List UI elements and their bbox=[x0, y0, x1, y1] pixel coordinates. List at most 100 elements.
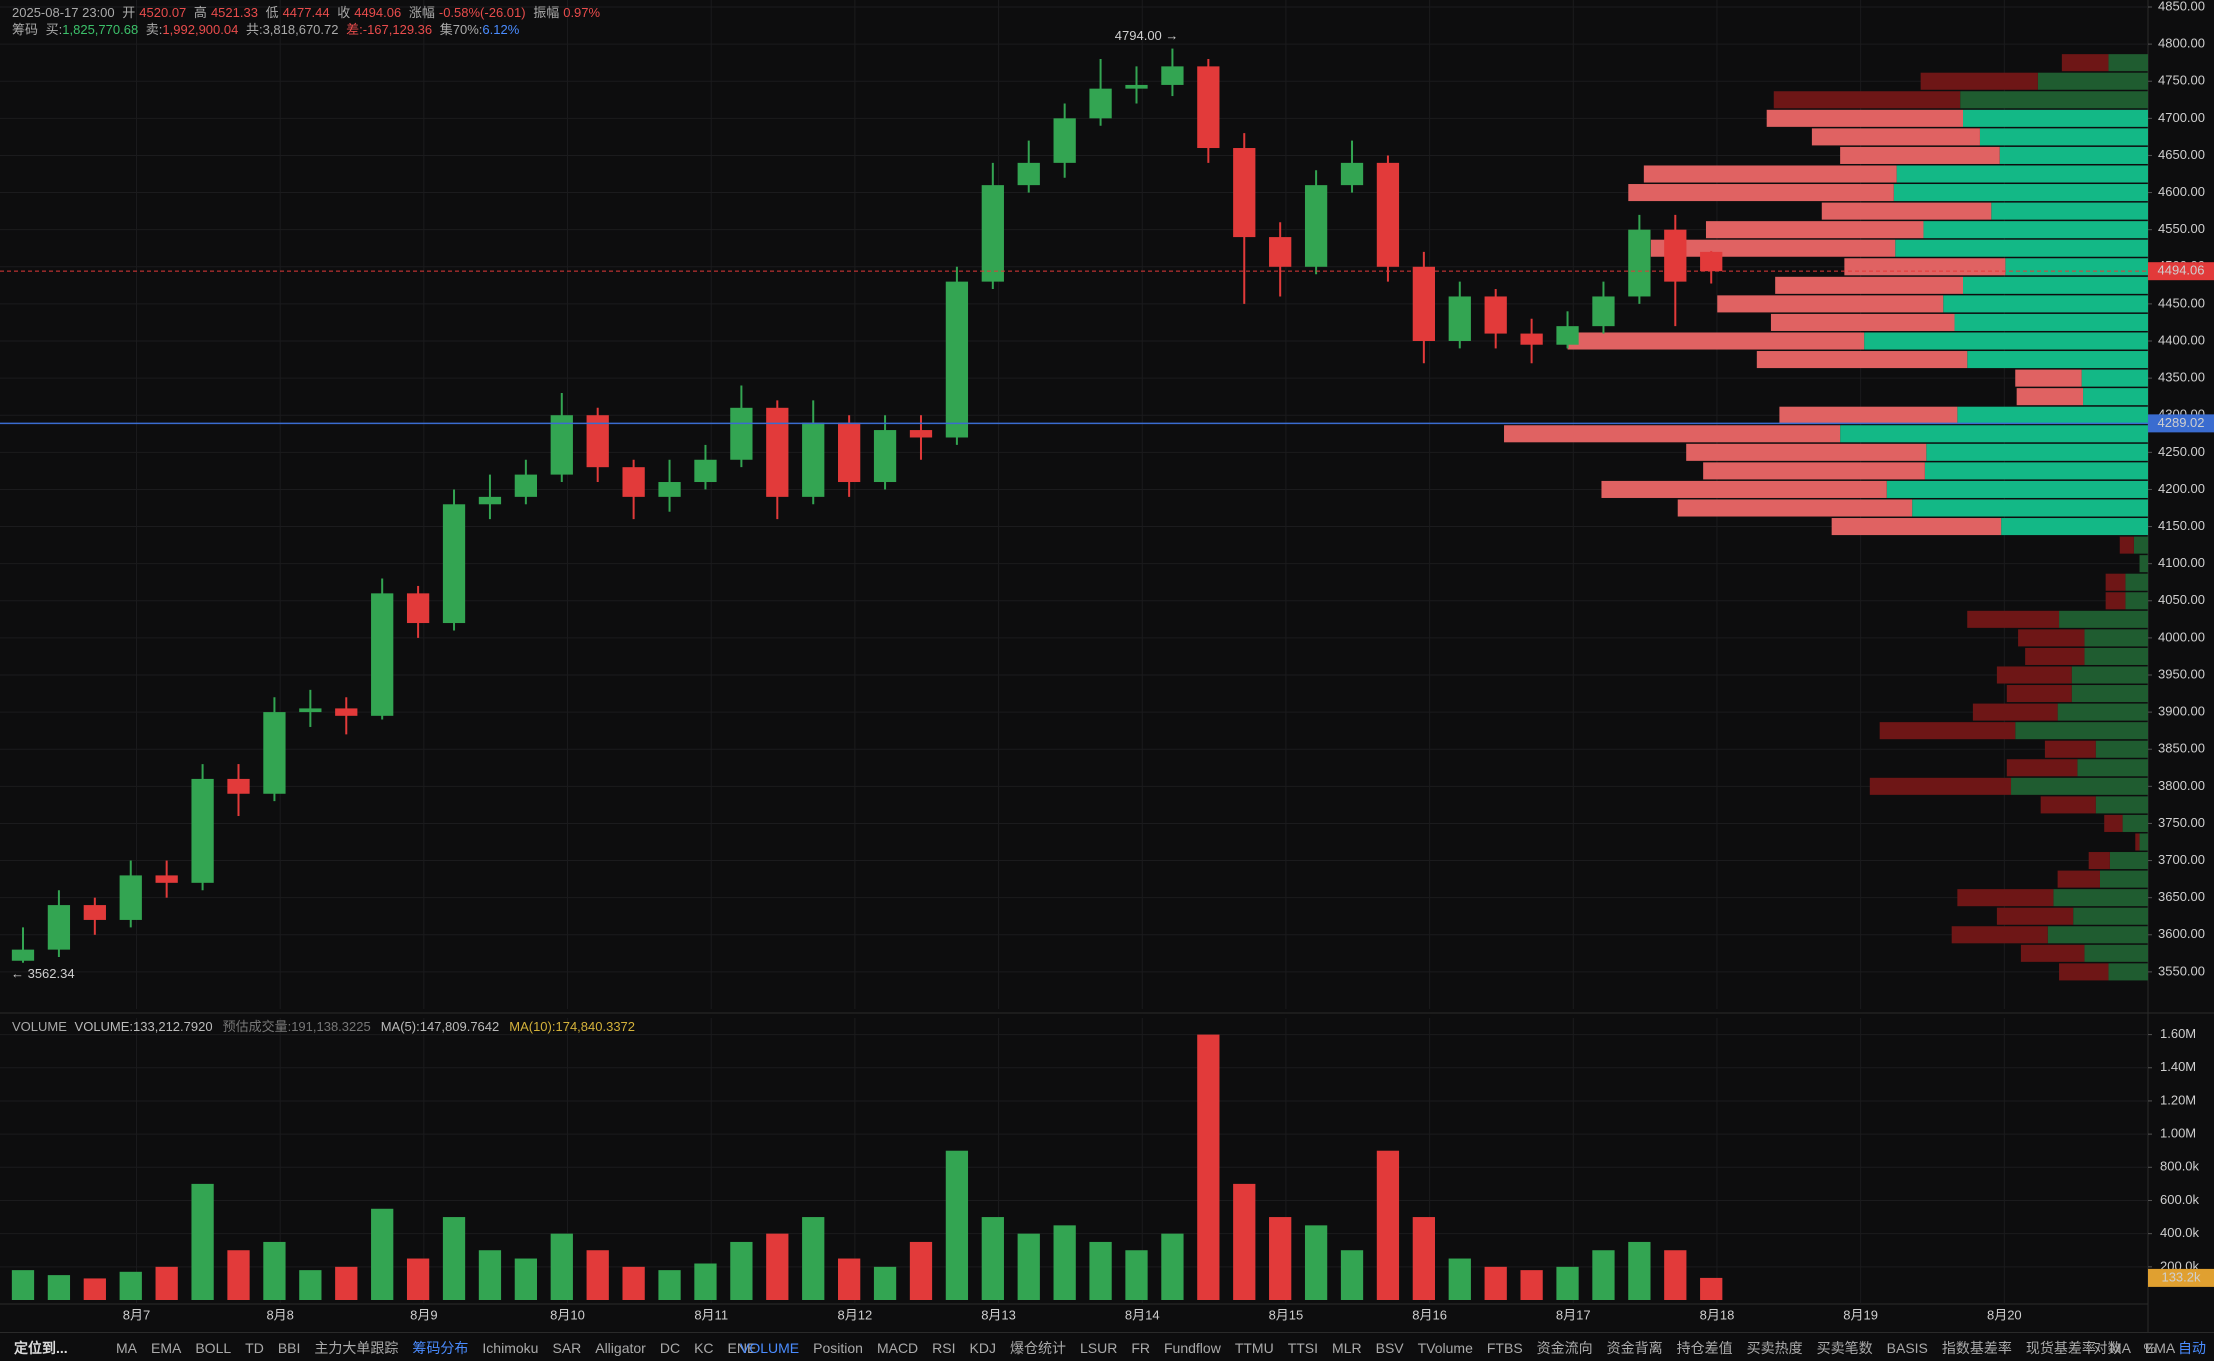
toolbar-item[interactable]: 资金流向 bbox=[1536, 1339, 1593, 1356]
profile-bar bbox=[1996, 666, 2072, 684]
profile-bar bbox=[1567, 332, 1865, 350]
volume-bar bbox=[945, 1150, 969, 1300]
profile-bar bbox=[2081, 369, 2148, 387]
volume-bar bbox=[335, 1266, 358, 1300]
volume-bar bbox=[47, 1275, 71, 1300]
profile-bar bbox=[1811, 128, 1980, 146]
toolbar-item[interactable]: MA bbox=[116, 1339, 137, 1356]
profile-bar bbox=[2119, 536, 2134, 554]
volume-bar bbox=[1592, 1250, 1615, 1300]
profile-bar bbox=[1840, 146, 2000, 164]
candle-body bbox=[838, 422, 861, 483]
profile-bar bbox=[1943, 295, 2148, 313]
profile-bar bbox=[2059, 610, 2148, 628]
toolbar-item[interactable]: BASIS bbox=[1886, 1339, 1928, 1356]
candle-body bbox=[802, 422, 825, 497]
locate-button[interactable]: 定位到... bbox=[14, 1339, 68, 1356]
toolbar-item[interactable]: EMA bbox=[151, 1339, 182, 1356]
candle-body bbox=[83, 905, 106, 920]
toolbar-item[interactable]: MLR bbox=[1332, 1339, 1362, 1356]
chips-value: 1,825,770.68 bbox=[62, 22, 139, 37]
toolbar-item[interactable]: EMA bbox=[2144, 1339, 2176, 1356]
chips-value: 1,992,900.04 bbox=[162, 22, 239, 37]
scale-options: 对数% 自动 bbox=[2094, 1333, 2206, 1361]
toolbar-item[interactable]: 主力大单跟踪 bbox=[314, 1339, 399, 1356]
profile-bar bbox=[2133, 536, 2148, 554]
toolbar-item[interactable]: Ichimoku bbox=[482, 1339, 539, 1356]
candle-body bbox=[873, 430, 897, 483]
profile-bar bbox=[1920, 72, 2038, 90]
volume-bar bbox=[766, 1233, 789, 1300]
profile-bar bbox=[2016, 388, 2084, 406]
volume-bar bbox=[1448, 1258, 1471, 1300]
y-tick-label: 3650.00 bbox=[2158, 889, 2205, 904]
candle-body bbox=[478, 496, 502, 505]
candle-body bbox=[119, 875, 142, 920]
toolbar-item[interactable]: 持仓差值 bbox=[1676, 1339, 1733, 1356]
volume-bar bbox=[1520, 1270, 1543, 1300]
toolbar-item[interactable]: KC bbox=[694, 1339, 714, 1356]
y-tick-label: 4000.00 bbox=[2158, 629, 2205, 644]
profile-bar bbox=[1773, 91, 1961, 109]
toolbar-item[interactable]: 对数 bbox=[2093, 1339, 2122, 1356]
toolbar-item[interactable]: BOLL bbox=[195, 1339, 232, 1356]
toolbar-item[interactable]: Position bbox=[813, 1339, 863, 1356]
price-tag bbox=[2148, 262, 2214, 281]
toolbar-item[interactable]: TVolume bbox=[1417, 1339, 1473, 1356]
volume-bar bbox=[694, 1263, 717, 1300]
candle-body bbox=[1161, 66, 1184, 85]
profile-bar bbox=[2105, 573, 2126, 591]
volume-bar bbox=[1053, 1225, 1076, 1300]
volume-bar bbox=[442, 1217, 466, 1300]
volume-bar bbox=[263, 1241, 286, 1300]
sub-indicators: VOLUME Position MACD RSI KDJ 爆仓统计 LSUR FR Fundfl… bbox=[740, 1333, 2175, 1361]
volume-bar bbox=[227, 1250, 250, 1300]
toolbar-item[interactable]: KDJ bbox=[969, 1339, 996, 1356]
y-tick-label: 3850.00 bbox=[2158, 741, 2205, 756]
toolbar-item[interactable]: DC bbox=[659, 1339, 681, 1356]
candle-body bbox=[550, 415, 573, 475]
volume-header-value: MA(10):174,840.3372 bbox=[509, 1019, 636, 1034]
profile-bar bbox=[2047, 926, 2148, 944]
toolbar-item[interactable]: 爆仓统计 bbox=[1009, 1339, 1066, 1356]
main-indicators: MA EMA BOLL TD BBI 主力大单跟踪 筹码分布 Ichimoku SAR Allig… bbox=[116, 1333, 756, 1361]
toolbar-item[interactable]: 资金背离 bbox=[1606, 1339, 1663, 1356]
toolbar-item[interactable]: 自动 bbox=[2178, 1339, 2206, 1356]
price-tag-label: 4494.06 bbox=[2158, 263, 2205, 278]
toolbar-item[interactable]: Fundflow bbox=[1164, 1339, 1221, 1356]
annotation: 4794.00 → bbox=[1115, 28, 1179, 43]
price-tag-label: 4289.02 bbox=[2158, 415, 2205, 430]
toolbar-item[interactable]: BSV bbox=[1375, 1339, 1404, 1356]
profile-bar bbox=[1912, 499, 2148, 517]
profile-bar bbox=[1962, 109, 2148, 127]
toolbar-item[interactable]: 指数基差率 bbox=[1941, 1339, 2012, 1356]
toolbar-item[interactable]: TD bbox=[245, 1339, 264, 1356]
toolbar-item[interactable]: VOLUME bbox=[740, 1339, 800, 1356]
profile-bar bbox=[1996, 907, 2074, 925]
toolbar-item[interactable]: BBI bbox=[277, 1339, 301, 1356]
toolbar-item[interactable]: FTBS bbox=[1486, 1339, 1523, 1356]
toolbar-item[interactable]: MA bbox=[2109, 1339, 2131, 1356]
toolbar-item[interactable]: 买卖笔数 bbox=[1816, 1339, 1873, 1356]
header-datetime: 2025-08-17 23:00 bbox=[12, 5, 115, 20]
toolbar-item[interactable]: LSUR bbox=[1079, 1339, 1118, 1356]
header-value: 4494.06 bbox=[354, 5, 402, 20]
volume-header-value: 预估成交量:191,138.3225 bbox=[222, 1019, 371, 1034]
toolbar-item[interactable]: ENE bbox=[727, 1339, 757, 1356]
toolbar-item[interactable]: TTSI bbox=[1287, 1339, 1319, 1356]
toolbar-item[interactable]: 买卖热度 bbox=[1746, 1339, 1803, 1356]
candle-body bbox=[1089, 88, 1112, 119]
y-tick-label: 4450.00 bbox=[2158, 295, 2205, 310]
toolbar-item[interactable]: % bbox=[2143, 1339, 2156, 1356]
toolbar-item[interactable]: MACD bbox=[876, 1339, 919, 1356]
toolbar-item[interactable]: 筹码分布 bbox=[412, 1339, 469, 1356]
volume-bar bbox=[1304, 1225, 1328, 1300]
candle-body bbox=[766, 407, 789, 497]
toolbar-item[interactable]: TTMU bbox=[1234, 1339, 1274, 1356]
toolbar-item[interactable]: SAR bbox=[552, 1339, 582, 1356]
candle-body bbox=[1340, 162, 1364, 186]
toolbar-item[interactable]: RSI bbox=[932, 1339, 956, 1356]
toolbar-item[interactable]: FR bbox=[1131, 1339, 1150, 1356]
toolbar-item[interactable]: Alligator bbox=[595, 1339, 646, 1356]
toolbar-item[interactable]: 现货基差率 bbox=[2025, 1339, 2096, 1356]
